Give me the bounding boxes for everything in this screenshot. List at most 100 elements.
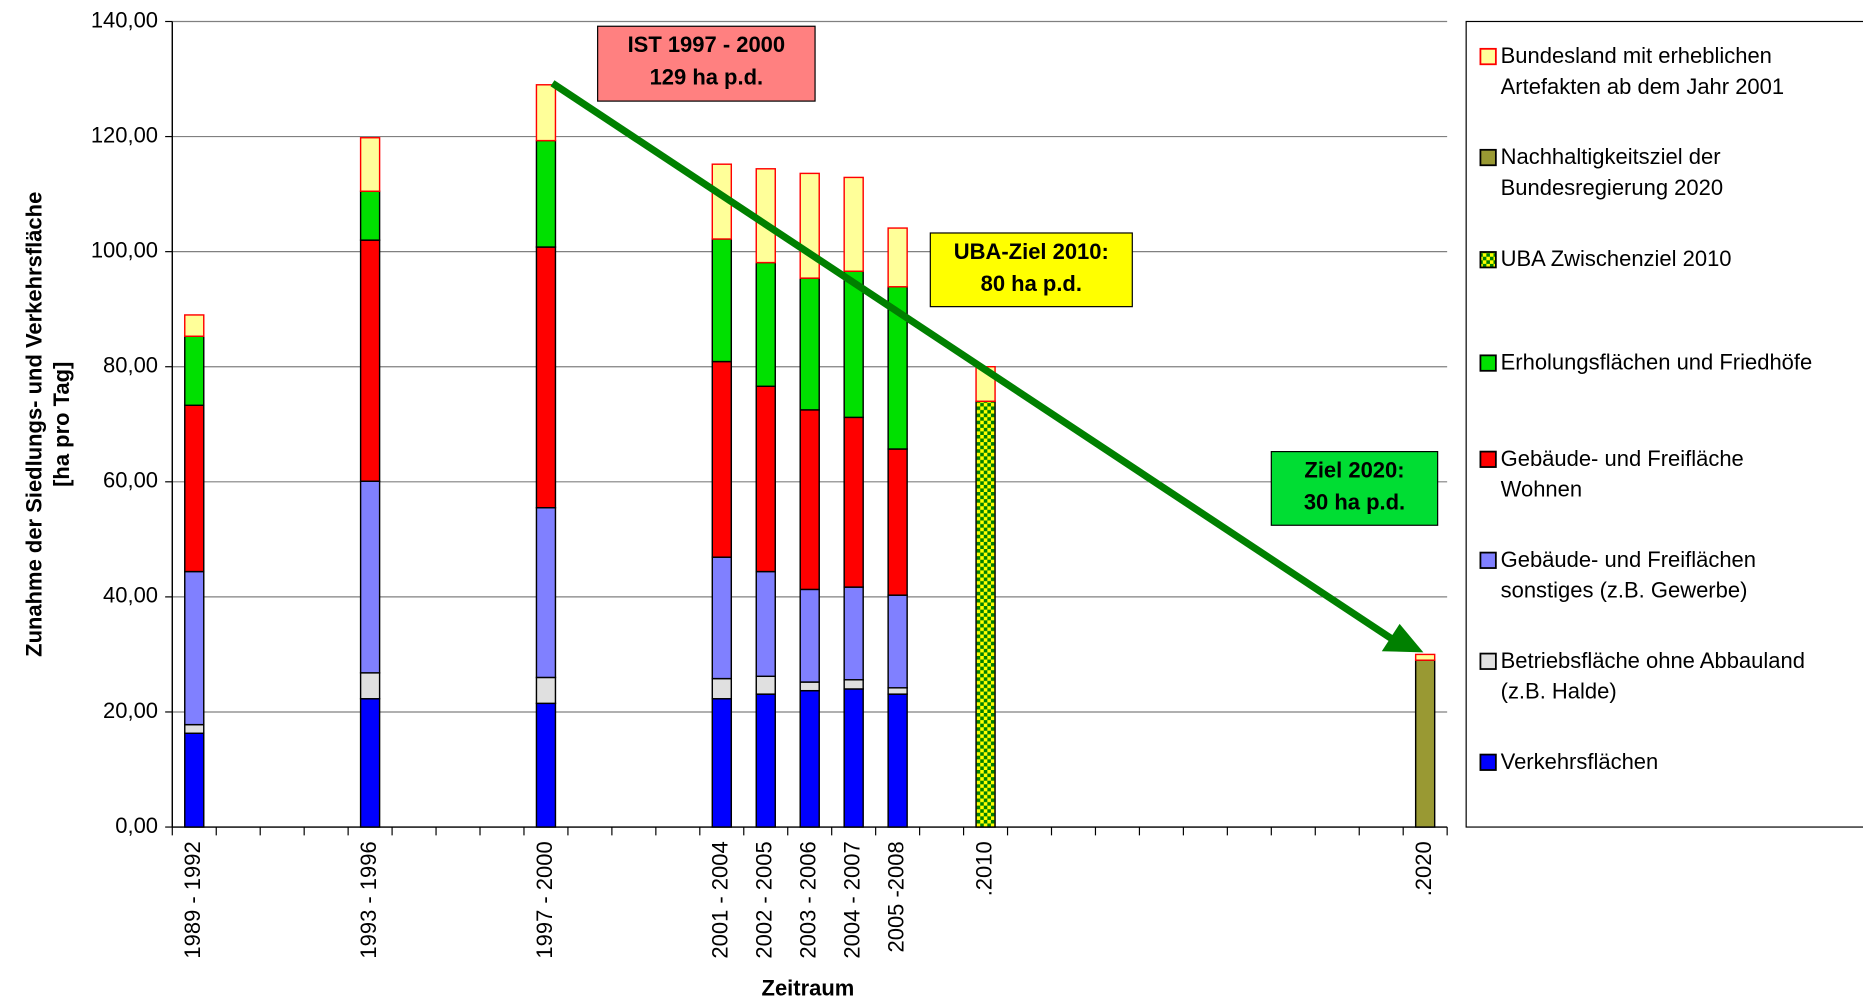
bar-segment (887, 693, 908, 828)
bar-segment (359, 698, 381, 828)
y-tick-label: 120,00 (91, 122, 158, 147)
annotation-text: Ziel 2020: (1304, 458, 1404, 483)
legend-label: Gebäude- und Freifläche Wohnen (1500, 445, 1744, 502)
x-tick-label: 2001 - 2004 (708, 841, 733, 958)
bar-segment (711, 698, 733, 828)
bar-segment (887, 687, 908, 695)
bar-segment (184, 314, 205, 337)
x-tick-label: 2004 - 2007 (839, 841, 864, 958)
bar-segment (887, 227, 908, 288)
bar-segment (799, 172, 820, 279)
bar-segment (184, 335, 205, 406)
bar-segment (799, 588, 820, 683)
y-tick-label: 60,00 (103, 468, 158, 493)
legend-label: Bundesland mit erheblichen Artefakten ab… (1500, 42, 1785, 99)
bar-segment (755, 570, 776, 678)
bar-segment (1414, 659, 1436, 828)
legend-swatch (1479, 251, 1497, 269)
legend-label: Betriebsfläche ohne Abbauland (z.B. Hald… (1500, 647, 1805, 704)
annotation-box (597, 25, 816, 102)
legend-swatch (1479, 47, 1497, 66)
bar-segment (535, 506, 557, 679)
bar-segment (359, 190, 381, 241)
x-tick-label: .2020 (1411, 841, 1436, 896)
annotation-text: IST 1997 - 2000 (628, 32, 786, 57)
bar-segment (535, 84, 557, 142)
legend-entry: UBA Zwischenziel 2010 (1500, 246, 1732, 272)
y-tick-label: 40,00 (103, 583, 158, 608)
y-tick-label: 80,00 (103, 353, 158, 378)
bar-segment (843, 688, 864, 828)
bar-segment (843, 586, 864, 681)
bar-segment (711, 677, 733, 700)
legend-label: Nachhaltigkeitsziel der Bundesregierung … (1500, 143, 1724, 200)
legend-entry: Gebäude- und Freiflächen sonstiges (z.B.… (1500, 546, 1757, 603)
y-tick-label: 100,00 (91, 237, 158, 262)
bar-segment (887, 448, 908, 596)
bar-segment (755, 675, 776, 695)
legend-swatch (1479, 753, 1497, 771)
bar-segment (975, 400, 996, 828)
y-tick-label: 20,00 (103, 698, 158, 723)
legend-label: Gebäude- und Freiflächen sonstiges (z.B.… (1500, 546, 1757, 603)
x-tick-label: 1997 - 2000 (532, 841, 557, 958)
legend-box (1465, 20, 1863, 828)
legend-entry: Verkehrsflächen (1500, 748, 1659, 774)
annotation-text: UBA-Ziel 2010: (954, 239, 1109, 264)
bar-segment (887, 594, 908, 689)
annotation-box (1270, 451, 1439, 526)
y-tick-label: 140,00 (91, 7, 158, 32)
bar-segment (184, 570, 205, 726)
y-axis-title: Zunahme der Siedlungs- und Verkehrsfläch… (21, 192, 46, 657)
x-axis-title: Zeitraum (762, 976, 855, 1001)
bar-segment (184, 732, 205, 828)
legend-label: UBA Zwischenziel 2010 (1500, 246, 1732, 272)
legend-label: Erholungsflächen und Friedhöfe (1500, 349, 1813, 375)
legend-entry: Gebäude- und Freifläche Wohnen (1500, 445, 1744, 502)
bar-segment (843, 679, 864, 690)
trend-arrow (550, 80, 1395, 643)
legend-swatch (1479, 652, 1497, 670)
x-tick-label: 2002 - 2005 (752, 841, 777, 958)
x-tick-label: 1993 - 1996 (356, 841, 381, 958)
annotation-box (929, 232, 1133, 308)
x-tick-label: 2005 -2008 (883, 841, 908, 952)
y-axis-title: [ha pro Tag] (49, 362, 74, 487)
legend-swatch (1479, 450, 1497, 468)
bar-segment (711, 556, 733, 680)
legend-entry: Bundesland mit erheblichen Artefakten ab… (1500, 42, 1785, 99)
bar-segment (755, 168, 776, 264)
x-tick-label: .2010 (971, 841, 996, 896)
legend-entry: Nachhaltigkeitsziel der Bundesregierung … (1500, 143, 1724, 200)
legend-label: Verkehrsflächen (1500, 748, 1659, 774)
bar-segment (799, 681, 820, 692)
annotation-text: 30 ha p.d. (1304, 490, 1405, 515)
bar-segment (711, 360, 733, 558)
x-tick-label: 2003 - 2006 (796, 841, 821, 958)
bar-segment (755, 385, 776, 573)
bar-segment (359, 480, 381, 674)
bar-segment (184, 723, 205, 734)
legend-entry: Erholungsflächen und Friedhöfe (1500, 349, 1813, 375)
bar-segment (843, 416, 864, 588)
legend-swatch (1479, 551, 1497, 569)
x-tick-label: 1989 - 1992 (180, 841, 205, 958)
bar-segment (711, 238, 733, 363)
bar-segment (535, 139, 557, 248)
legend-swatch (1479, 148, 1497, 167)
bar-segment (843, 176, 864, 272)
y-tick-label: 0,00 (115, 813, 158, 838)
bar-segment (535, 702, 557, 828)
bar-segment (535, 676, 557, 705)
bar-segment (799, 689, 820, 828)
bar-segment (184, 404, 205, 573)
annotation-text: 80 ha p.d. (981, 271, 1082, 296)
bar-segment (799, 409, 820, 591)
bar-segment (799, 277, 820, 411)
bar-segment (359, 137, 381, 192)
annotation-text: 129 ha p.d. (650, 64, 764, 89)
legend-entry: Betriebsfläche ohne Abbauland (z.B. Hald… (1500, 647, 1805, 704)
bar-segment (843, 270, 864, 419)
bar-segment (535, 246, 557, 509)
